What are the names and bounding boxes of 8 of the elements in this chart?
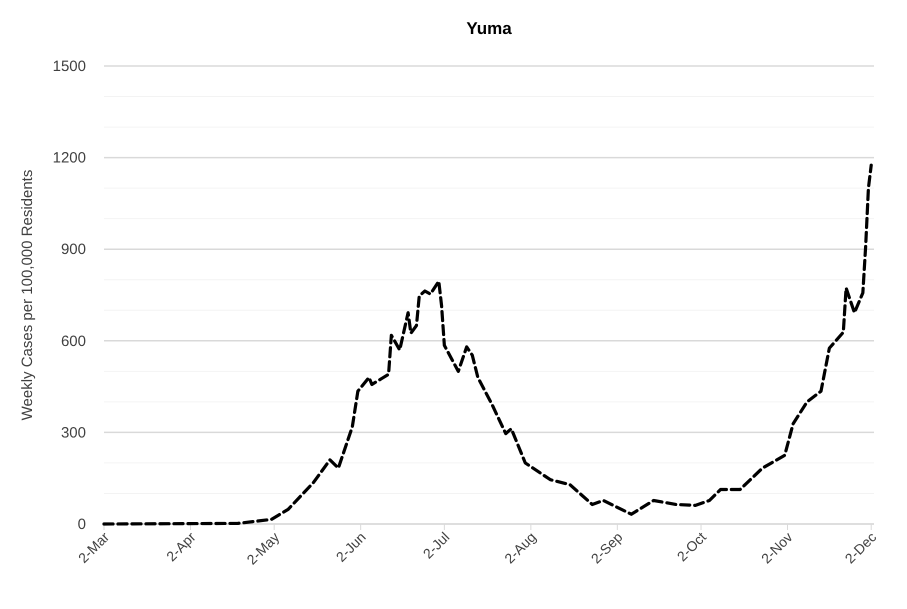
- y-tick-label: 600: [60, 332, 86, 350]
- y-tick-label: 1200: [52, 150, 86, 167]
- y-tick-label: 900: [60, 241, 86, 258]
- y-axis-title: Weekly Cases per 100,000 Residents: [19, 170, 36, 420]
- y-tick-label: 0: [78, 516, 86, 533]
- chart-title: Yuma: [466, 19, 512, 38]
- y-tick-label: 300: [60, 424, 86, 442]
- y-tick-label: 1500: [52, 58, 86, 75]
